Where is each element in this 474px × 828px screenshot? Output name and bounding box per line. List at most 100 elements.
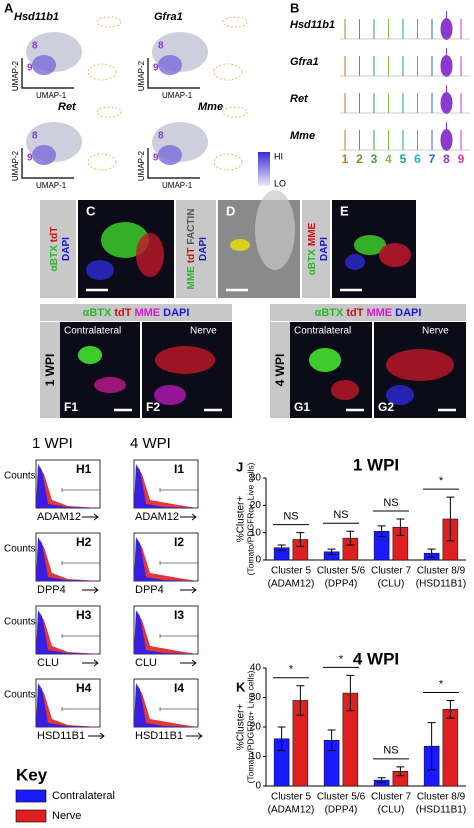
gene-label: Gfra1 — [290, 56, 319, 68]
x-tick-label: (CLU) — [378, 579, 405, 590]
stain-blob — [354, 235, 386, 255]
stain-word: tdT — [114, 307, 131, 319]
axis-arrow — [186, 732, 203, 740]
column-title: 1 WPI — [32, 435, 73, 452]
marker-label: HSD11B1 — [37, 730, 85, 742]
stain-word: DAPI — [395, 307, 421, 319]
stain-word: DAPI — [198, 237, 209, 261]
gate — [159, 634, 198, 638]
stain-blob — [309, 348, 341, 372]
panel-letter: H3 — [76, 608, 92, 622]
stain-word: MME — [307, 222, 318, 246]
stain-header: αBTX tdT MME DAPI — [315, 307, 422, 319]
gate — [61, 707, 100, 711]
panel-letter: C — [86, 203, 96, 218]
stain-word: αBTX — [83, 307, 112, 319]
stain-blob — [331, 380, 359, 400]
y-tick-label: 40 — [250, 663, 262, 674]
label-strip — [302, 200, 330, 298]
axis-arrow — [21, 148, 74, 179]
gate — [159, 488, 198, 492]
cluster-label: 8 — [32, 41, 38, 52]
umap-cloud — [213, 63, 243, 81]
stain-word: tdT — [346, 307, 363, 319]
axis-label: UMAP-1 — [162, 181, 193, 190]
umap-cloud — [87, 153, 117, 171]
axis-arrow — [180, 513, 197, 521]
micrograph — [60, 322, 140, 418]
image-caption: Nerve — [422, 326, 449, 337]
colorbar — [258, 152, 270, 186]
gene-label: Hsd11b1 — [290, 19, 335, 31]
group-label: 1 WPI — [43, 354, 57, 387]
panel-letter: H2 — [76, 535, 92, 549]
stain-blob — [345, 254, 365, 270]
panel-letter: J — [236, 459, 243, 474]
axis-label: UMAP-1 — [162, 91, 193, 100]
violin — [440, 55, 453, 77]
gene-label: Ret — [290, 93, 309, 105]
legend-label: Contralateral — [52, 790, 115, 802]
stain-blob — [155, 346, 215, 374]
y-tick-label: 10 — [250, 751, 262, 762]
stain-word: tdT — [186, 248, 197, 264]
umap-cloud — [96, 106, 122, 118]
significance-label: NS — [333, 509, 348, 521]
y-tick-label: 0 — [255, 781, 261, 792]
panel-letter: I3 — [174, 608, 184, 622]
violin — [440, 129, 453, 151]
column-title: 4 WPI — [130, 435, 171, 452]
axis-label: Counts — [4, 617, 36, 628]
cluster-number: 1 — [342, 152, 349, 166]
axis-arrow — [147, 148, 200, 179]
umap-cloud — [87, 63, 117, 81]
histogram-fill — [36, 683, 100, 727]
axis-arrow — [180, 659, 197, 667]
error-bar — [346, 530, 355, 546]
stain-blob — [78, 346, 102, 364]
x-tick-label: (HSD11B1) — [416, 579, 466, 590]
marker-label: DPP4 — [37, 584, 66, 596]
stain-word: αBTX — [315, 307, 344, 319]
histogram-fill — [134, 464, 198, 508]
panel-letter: H1 — [76, 462, 92, 476]
stain-blob — [255, 190, 295, 270]
histogram-fill — [134, 683, 198, 727]
x-tick-label: Cluster 8/9 — [417, 566, 466, 577]
marker-label: CLU — [37, 657, 59, 669]
cluster-number: 4 — [385, 152, 392, 166]
panel-letter: H4 — [76, 681, 92, 695]
y-axis-label: %Cluster+ — [236, 704, 247, 751]
umap-cloud — [213, 153, 243, 171]
axis-label: UMAP-2 — [11, 60, 20, 91]
error-bar — [327, 548, 336, 556]
axis-arrow — [82, 586, 99, 594]
significance-label: * — [339, 653, 344, 665]
x-tick-label: Cluster 5/6 — [317, 792, 366, 803]
umap-cloud — [158, 145, 182, 165]
chart-title: 1 WPI — [353, 455, 399, 474]
significance-label: NS — [383, 497, 398, 509]
y-tick-label: 10 — [250, 527, 262, 538]
umap-cloud — [32, 55, 56, 75]
axis-label: Counts — [4, 544, 36, 555]
stain-blob — [379, 243, 411, 267]
histogram-fill — [134, 610, 198, 654]
header-box — [40, 304, 232, 321]
error-bar — [396, 518, 405, 536]
marker-label: CLU — [135, 657, 157, 669]
legend-label: Nerve — [52, 810, 81, 822]
panel-letter: I4 — [174, 681, 184, 695]
cluster-label: 9 — [153, 153, 159, 164]
cluster-label: 8 — [32, 131, 38, 142]
gate — [61, 634, 100, 638]
image-caption: Contralateral — [294, 326, 351, 337]
error-bar — [446, 699, 455, 719]
x-tick-label: (ADAM12) — [268, 579, 315, 590]
stain-word: αBTX — [49, 245, 60, 271]
cluster-number: 9 — [458, 152, 465, 166]
histogram-fill — [36, 537, 100, 581]
label-strip — [176, 200, 216, 298]
panel-letter: G2 — [378, 400, 394, 414]
axis-label: Counts — [4, 690, 36, 701]
